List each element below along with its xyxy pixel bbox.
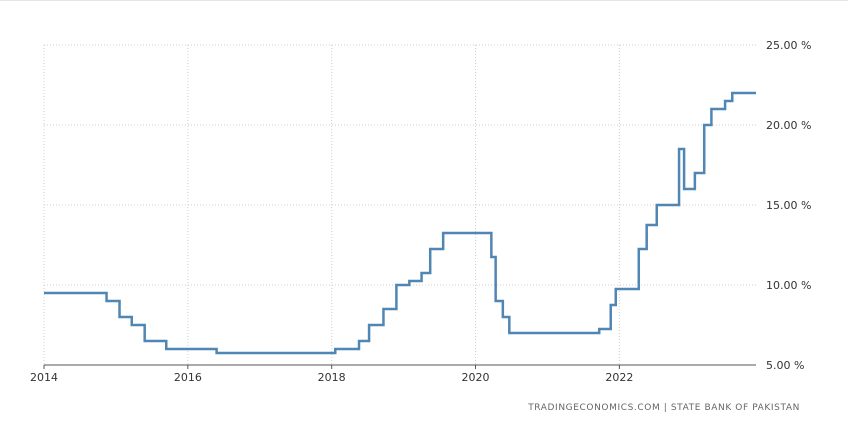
y-tick-label: 20.00 % <box>766 119 811 132</box>
x-tick-label: 2014 <box>30 371 58 384</box>
x-tick-label: 2022 <box>605 371 633 384</box>
x-tick-label: 2016 <box>174 371 202 384</box>
y-tick-label: 5.00 % <box>766 359 804 372</box>
x-tick-label: 2020 <box>462 371 490 384</box>
interest-rate-series-line <box>44 91 756 355</box>
x-tick-label: 2018 <box>318 371 346 384</box>
y-tick-label: 15.00 % <box>766 199 811 212</box>
y-tick-label: 10.00 % <box>766 279 811 292</box>
source-credit: TRADINGECONOMICS.COM | STATE BANK OF PAK… <box>528 403 800 413</box>
top-divider <box>0 0 848 1</box>
y-tick-label: 25.00 % <box>766 39 811 52</box>
